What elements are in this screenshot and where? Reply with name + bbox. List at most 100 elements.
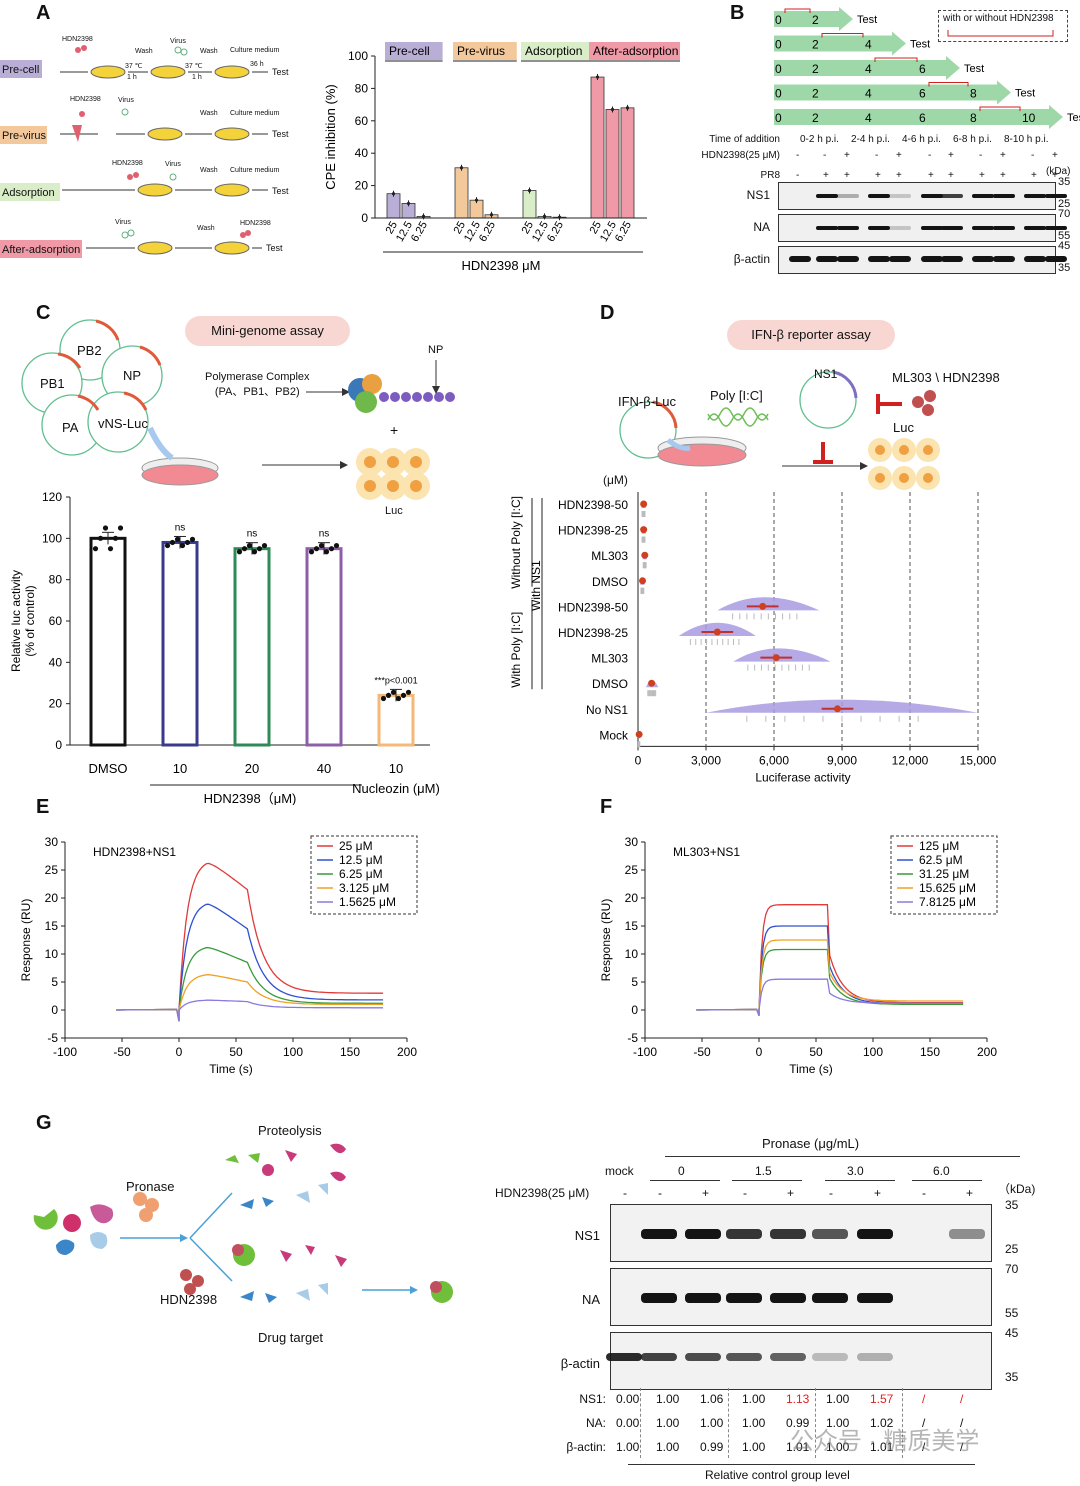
table-cell: 1.01: [786, 1440, 810, 1454]
table-cell: 1.00: [700, 1416, 724, 1430]
temp-label-2: 37 ℃: [185, 63, 203, 70]
band: [1045, 226, 1067, 230]
data-point: [459, 166, 464, 170]
panel-g-blot: Pronase (μg/mL) mock 0 1.5 3.0 6.0 HDN23…: [490, 1130, 1080, 1486]
compound-label: HDN2398: [62, 36, 93, 43]
x-axis-label: Luciferase activity: [755, 770, 850, 784]
y-tick-label: 20: [355, 179, 369, 193]
proteolysis-label: Proteolysis: [258, 1123, 322, 1138]
band: [921, 194, 943, 198]
time-point-label: 2-4 h p.i.: [851, 134, 890, 145]
band: [770, 1353, 806, 1361]
wash-label-5: Wash: [197, 225, 215, 232]
band: [770, 1293, 806, 1303]
pr8-sign: +: [948, 170, 954, 181]
legend-label: 7.8125 μM: [919, 895, 976, 909]
hdn-label-g: HDN2398: [160, 1292, 218, 1307]
time-arrow-body: [774, 11, 839, 27]
table-cell: 1.00: [826, 1416, 850, 1430]
row-label: HDN2398-50: [558, 600, 628, 614]
series-line: [116, 862, 384, 1022]
data-point: [395, 695, 402, 702]
data-point: [179, 542, 186, 549]
bar: [620, 107, 635, 219]
watermark: 公众号 · 糖质美学: [790, 1428, 980, 1455]
row-label: ML303: [591, 652, 628, 666]
data-point: [256, 546, 263, 552]
series-line: [696, 978, 964, 1016]
band: [726, 1353, 762, 1361]
row-label: HDN2398-25: [558, 626, 628, 640]
legend-label: 125 μM: [919, 839, 959, 853]
hdn-sign: +: [702, 1186, 710, 1200]
y-tick-label: 25: [45, 863, 59, 877]
table-cell: 1.00: [656, 1440, 680, 1454]
table-cell: 0.99: [786, 1416, 810, 1430]
series-line: [116, 999, 384, 1022]
table-cell: 1.02: [870, 1416, 894, 1430]
hdn-sign: +: [844, 150, 850, 161]
conc-6-0: 6.0: [933, 1164, 950, 1178]
hdn-sign: -: [823, 150, 827, 161]
band: [972, 226, 994, 230]
legend-label: 31.25 μM: [919, 867, 969, 881]
table-cell: 1.00: [742, 1416, 766, 1430]
time-arrow-head: [1049, 105, 1063, 129]
pr8-sign: +: [896, 170, 902, 181]
hdn-sign: -: [658, 1186, 662, 1200]
g-signs: - - + - + - + - +: [610, 1186, 980, 1200]
data-point: [385, 692, 392, 698]
hdn-sign: -: [979, 150, 983, 161]
band: [685, 1229, 721, 1239]
y-tick-label: 5: [631, 975, 638, 989]
time-points: 0-2 h p.i. 2-4 h p.i. 4-6 h p.i. 6-8 h p.i.…: [800, 134, 1060, 148]
time-point-label: 0-2 h p.i.: [800, 134, 839, 145]
table-cell: 1.00: [742, 1392, 766, 1406]
density: [706, 699, 978, 713]
panel-a-chart: 0 20 40 60 80 100 CPE inhibition (%) Pre-cell 25…: [320, 30, 697, 275]
series-line: [116, 974, 384, 1022]
virus-label-3: Virus: [165, 161, 181, 168]
table-cell: 1.00: [656, 1392, 680, 1406]
group-label: With Poly [I:C]: [509, 612, 523, 688]
panel-label-f: F: [600, 796, 613, 818]
y-tick-label: 80: [355, 81, 369, 95]
band: [1045, 194, 1067, 198]
legend-label: 62.5 μM: [919, 853, 963, 867]
hdn-sign: +: [1000, 150, 1006, 161]
pr8-sign: +: [823, 170, 829, 181]
band: [726, 1293, 762, 1303]
kda-mark: 35: [1058, 262, 1071, 274]
band: [812, 1229, 848, 1239]
wash-label-4: Wash: [200, 167, 218, 174]
x-tick-label: -100: [633, 1045, 657, 1059]
data-point: [261, 542, 268, 549]
quantification-table: NS1: 0.00 1.00 1.06 1.00 1.13 1.00 1.57 / / NA: 0.0…: [490, 1388, 1080, 1462]
data-point: [595, 75, 600, 79]
legend-label: Adsorption: [525, 44, 582, 58]
annotation: ***p<0.001: [374, 675, 417, 685]
table-cell: 0.00: [616, 1392, 640, 1406]
bar: [377, 693, 415, 747]
y-tick-label: 20: [625, 891, 639, 905]
time-tick: 2: [812, 111, 819, 125]
culture-label-2: Culture medium: [230, 110, 280, 117]
band: [685, 1353, 721, 1361]
y-tick-label: 80: [49, 573, 63, 587]
plasmid-pa: PA: [62, 420, 79, 435]
unit-label-d: (μM): [603, 473, 628, 487]
virus-label: Virus: [170, 38, 186, 45]
bar: [590, 76, 605, 219]
legend-box: [890, 835, 998, 915]
band: [1045, 256, 1067, 262]
ns1-label: NS1: [814, 367, 838, 381]
table-row-label: NS1:: [579, 1392, 606, 1406]
pr8-sign: +: [928, 170, 934, 181]
x-tick-label: -100: [53, 1045, 77, 1059]
table-divider: [815, 1388, 816, 1458]
group-label-nucleozin: Nucleozin (μM): [352, 781, 440, 796]
plasmid-pb1: PB1: [40, 376, 65, 391]
test-label: Test: [1067, 112, 1080, 124]
table-cell: 1.00: [826, 1440, 850, 1454]
x-tick-label: 40: [317, 761, 331, 776]
